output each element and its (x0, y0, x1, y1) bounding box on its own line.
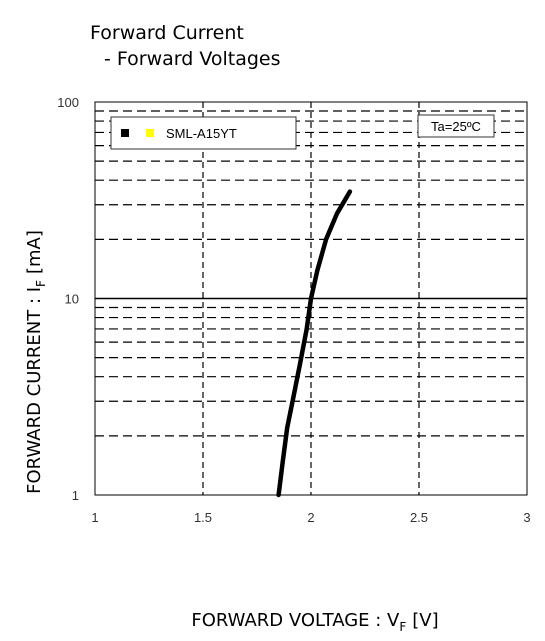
annotation-text: Ta=25ºC (431, 119, 481, 134)
chart-title-line2: - Forward Voltages (104, 48, 281, 70)
chart-title-line1: Forward Current (90, 22, 244, 44)
y-axis-label: FORWARD CURRENT : IF[mA] (24, 230, 48, 494)
x-tick-label: 2.5 (410, 510, 428, 525)
legend-marker-yellow (146, 129, 154, 137)
legend-label: SML-A15YT (166, 126, 237, 141)
annotation-box: Ta=25ºC (417, 114, 495, 138)
x-tick-label: 1.5 (194, 510, 212, 525)
legend: SML-A15YT (110, 116, 297, 150)
chart-title: Forward Current - Forward Voltages (90, 20, 281, 72)
x-tick-label: 3 (523, 510, 530, 525)
series-line-sml-a15yt (276, 189, 353, 498)
y-tick-label: 10 (65, 292, 79, 307)
x-axis-label: FORWARD VOLTAGE : VF [V] (191, 610, 438, 634)
x-tick-label: 1 (91, 510, 98, 525)
x-tick-label: 2 (307, 510, 314, 525)
legend-box (110, 116, 297, 150)
y-tick-label: 100 (57, 95, 79, 110)
plot-frame (94, 101, 528, 496)
tick-labels: 1 1.5 2 2.5 3 1 10 100 (57, 95, 530, 525)
legend-marker-black (121, 129, 129, 137)
annotation-frame (417, 114, 495, 138)
y-tick-label: 1 (72, 488, 79, 503)
